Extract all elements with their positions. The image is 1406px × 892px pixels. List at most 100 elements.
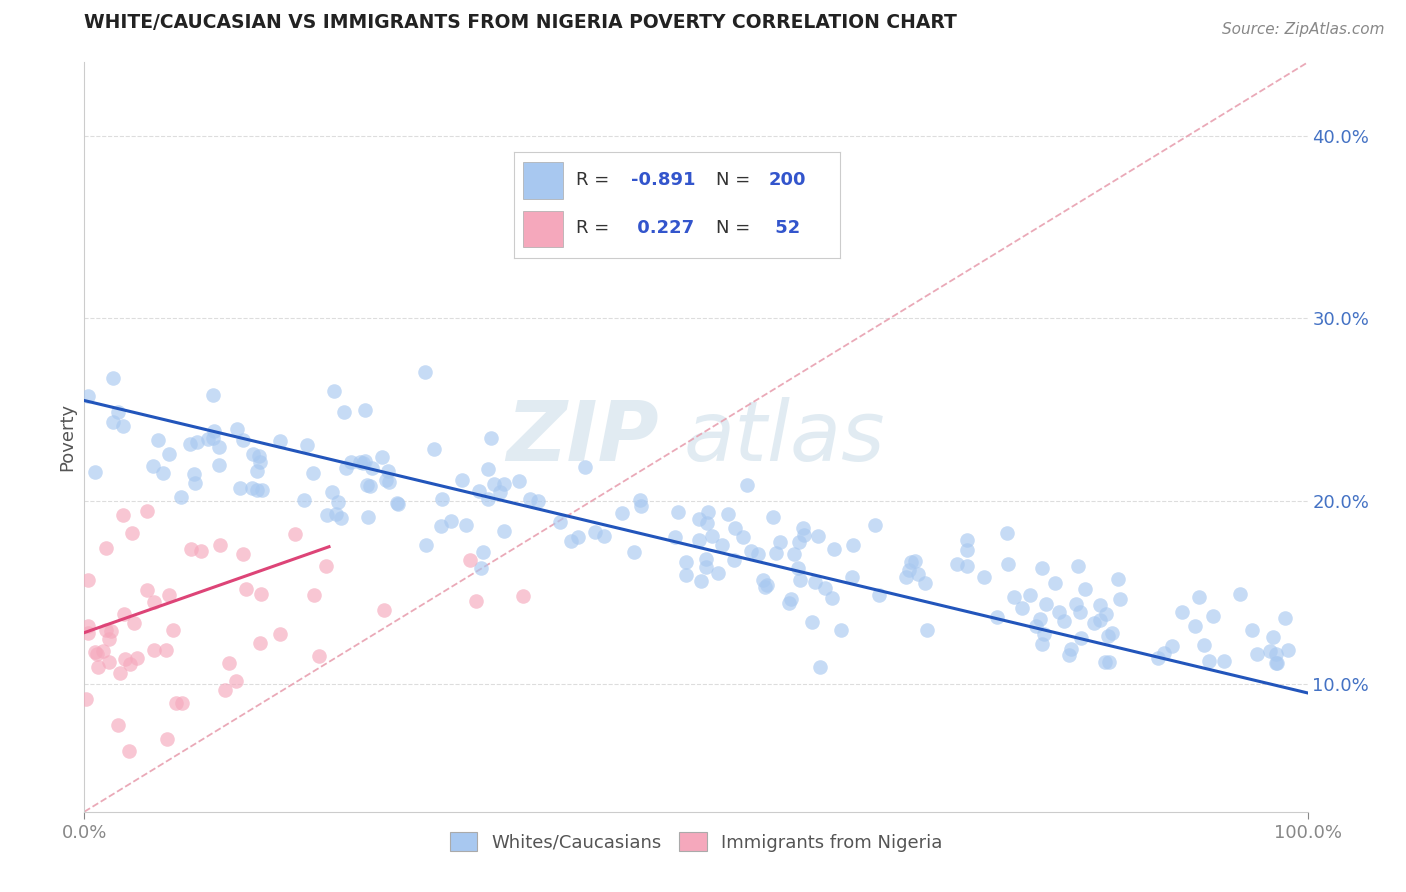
Point [623,545,645,559]
Point [323,384,346,399]
Text: N =: N = [716,219,756,237]
Point [986,609,1008,624]
Point [183,467,205,482]
Point [1109,592,1132,607]
Point [769,534,792,549]
Point [359,479,381,493]
Point [101,415,124,429]
Point [357,510,380,524]
Point [778,596,800,610]
Point [1274,611,1296,625]
Point [415,538,437,552]
Point [252,483,274,497]
Point [374,473,396,487]
Point [1053,615,1076,629]
Point [752,573,775,587]
Point [700,529,723,543]
Text: 0.227: 0.227 [631,219,695,237]
Point [373,603,395,617]
Point [1202,609,1225,624]
Point [165,697,187,711]
Point [125,651,148,665]
Point [707,566,730,580]
Point [1095,607,1118,622]
Point [190,544,212,558]
Text: atlas: atlas [683,397,886,477]
Point [157,588,180,602]
Point [371,450,394,464]
Point [208,440,231,454]
Point [527,494,550,508]
Point [352,456,374,470]
Point [664,530,686,544]
Point [765,546,787,560]
Point [723,521,745,535]
Y-axis label: Poverty: Poverty [59,403,77,471]
Point [232,547,254,561]
Point [1265,657,1288,671]
Point [675,567,697,582]
Point [1088,599,1111,613]
Point [735,477,758,491]
Point [84,465,107,479]
Point [900,555,922,569]
Point [688,533,710,547]
Point [695,560,717,574]
Point [146,433,169,447]
Point [830,624,852,638]
Point [246,483,269,497]
Point [807,529,830,543]
Point [316,508,339,523]
Point [717,507,740,521]
Point [377,475,399,490]
Point [157,447,180,461]
Point [292,492,315,507]
Point [1265,647,1288,661]
Point [354,403,377,417]
Point [904,554,927,568]
Point [1107,572,1129,586]
Point [218,656,240,670]
Point [385,495,408,509]
Point [143,643,166,657]
Point [269,434,291,449]
Point [512,589,534,603]
Text: 200: 200 [769,171,806,189]
Point [114,652,136,666]
Point [1031,638,1053,652]
Point [440,514,463,528]
Point [413,365,436,379]
Point [232,433,254,447]
Point [136,583,159,598]
Point [868,588,890,602]
Point [208,458,231,472]
Point [170,491,193,505]
Point [688,511,710,525]
Point [1160,640,1182,654]
Point [915,623,938,637]
Point [242,447,264,461]
Point [135,504,157,518]
Point [422,442,444,457]
Point [325,507,347,521]
Point [814,581,837,595]
Point [97,656,120,670]
Text: -0.891: -0.891 [631,171,696,189]
Point [208,538,231,552]
Point [156,731,179,746]
Point [118,744,141,758]
Point [465,594,488,608]
Point [823,542,845,557]
Point [100,624,122,639]
Point [1229,587,1251,601]
Point [155,642,177,657]
Point [1277,643,1299,657]
Point [201,388,224,402]
Point [567,529,589,543]
Point [1258,644,1281,658]
Text: ZIP: ZIP [506,397,659,477]
Point [675,555,697,569]
Point [108,666,131,681]
Point [470,560,492,574]
Point [592,529,614,543]
